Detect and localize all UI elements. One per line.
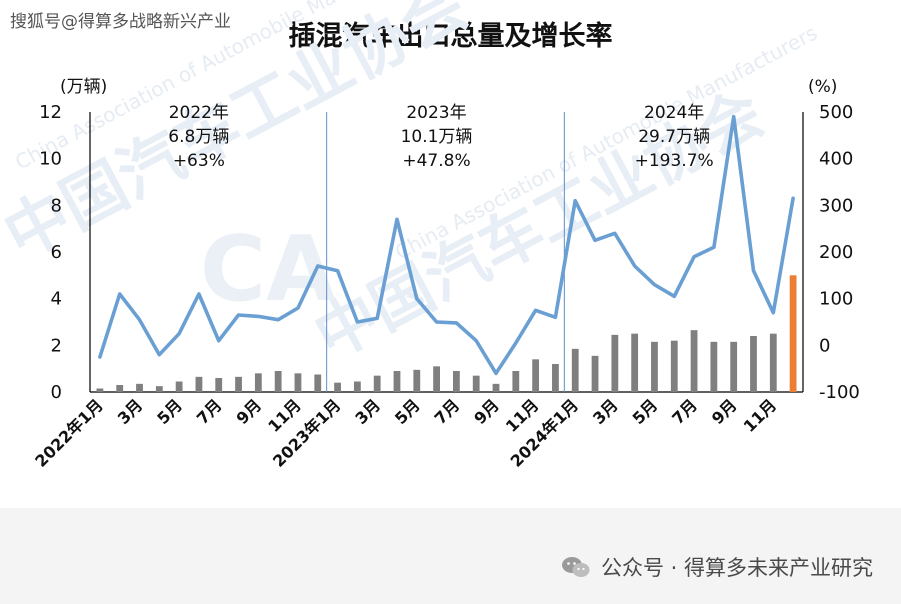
annotation-total: 10.1万辆 <box>401 127 473 147</box>
year-annotations: 2022年 6.8万辆 +63% 2023年 10.1万辆 +47.8% 2024年 29.7… <box>168 103 713 171</box>
y-tick-label-right: -100 <box>819 382 860 403</box>
x-tick-label: 5月 <box>153 395 186 428</box>
bar <box>789 275 797 392</box>
bar <box>235 376 242 392</box>
bar <box>591 355 599 392</box>
annotation-year: 2022年 <box>169 103 229 123</box>
y-tick-label-left: 8 <box>51 195 62 216</box>
bar <box>571 348 579 392</box>
bar <box>631 333 639 392</box>
x-tick-label: 11月 <box>740 395 781 436</box>
bar <box>769 333 777 392</box>
x-tick-label: 7月 <box>431 395 464 428</box>
x-tick-label: 5月 <box>629 395 662 428</box>
bar <box>274 371 282 392</box>
bar <box>314 374 322 392</box>
annotation-growth: +63% <box>173 151 225 171</box>
annotation-growth: +47.8% <box>402 151 470 171</box>
y-tick-label-left: 10 <box>39 149 62 170</box>
bar <box>433 366 440 392</box>
x-tick-label: 2022年1月 <box>31 395 106 470</box>
annotation-year: 2023年 <box>406 103 466 123</box>
y-tick-label-left: 2 <box>51 335 62 356</box>
y-tick-label-right: 0 <box>819 335 830 356</box>
bar <box>294 373 302 392</box>
bar <box>353 381 361 392</box>
footer-band <box>0 508 901 604</box>
bar <box>690 330 698 392</box>
y-tick-label-right: 100 <box>819 289 853 310</box>
bar <box>136 383 143 392</box>
x-tick-label: 9月 <box>233 395 266 428</box>
x-tick-label: 5月 <box>391 395 424 428</box>
bar <box>512 371 520 392</box>
wechat-icon <box>561 555 591 579</box>
growth-line <box>98 114 795 376</box>
bar <box>96 388 104 392</box>
x-tick-label: 9月 <box>470 395 503 428</box>
line-series <box>98 114 795 376</box>
bar <box>215 378 223 392</box>
bar <box>492 383 500 392</box>
bar <box>750 336 757 392</box>
wechat-credit: 公众号 · 得算多未来产业研究 <box>561 552 873 582</box>
bar <box>413 369 421 392</box>
bar <box>670 340 678 392</box>
bar <box>254 373 262 392</box>
bar <box>532 359 540 392</box>
annotation-growth: +193.7% <box>635 151 714 171</box>
x-tick-label: 3月 <box>589 395 622 428</box>
x-tick-label: 7月 <box>193 395 226 428</box>
x-tick-label: 3月 <box>114 395 147 428</box>
y-tick-label-right: 200 <box>819 242 853 263</box>
bar <box>334 382 341 392</box>
annotation-total: 6.8万辆 <box>168 127 229 147</box>
bar <box>195 376 203 392</box>
chart-title: 插混汽车出口总量及增长率 <box>288 21 613 52</box>
x-tick-label: 9月 <box>708 395 741 428</box>
y-tick-label-right: 400 <box>819 149 853 170</box>
bar <box>611 334 619 392</box>
source-watermark: 搜狐号@得算多战略新兴产业 <box>10 12 231 32</box>
bar <box>552 364 559 392</box>
bar <box>373 375 381 392</box>
watermark-logo: CA <box>200 217 336 322</box>
y-tick-label-left: 6 <box>51 242 62 263</box>
wechat-credit-text: 公众号 · 得算多未来产业研究 <box>600 556 873 580</box>
x-tick-label: 7月 <box>668 395 701 428</box>
y-unit-right: (%) <box>808 77 837 97</box>
bar-series <box>96 275 797 392</box>
annotation-total: 29.7万辆 <box>638 127 710 147</box>
y-tick-label-right: 500 <box>819 102 853 123</box>
x-tick-label: 3月 <box>351 395 384 428</box>
annotation-year: 2024年 <box>644 103 704 123</box>
bar <box>730 341 738 392</box>
y-tick-label-left: 0 <box>51 382 62 403</box>
bar <box>651 341 658 392</box>
bar <box>710 341 718 392</box>
y-tick-label-left: 4 <box>51 289 62 310</box>
bar <box>175 381 183 392</box>
y-unit-left: (万辆) <box>60 77 107 97</box>
y-tick-label-left: 12 <box>39 102 62 123</box>
y-tick-label-right: 300 <box>819 195 853 216</box>
axes <box>89 112 804 393</box>
bar <box>393 371 401 392</box>
bar <box>116 385 124 392</box>
bar <box>155 386 163 392</box>
bar <box>472 375 480 392</box>
bar <box>453 371 460 392</box>
